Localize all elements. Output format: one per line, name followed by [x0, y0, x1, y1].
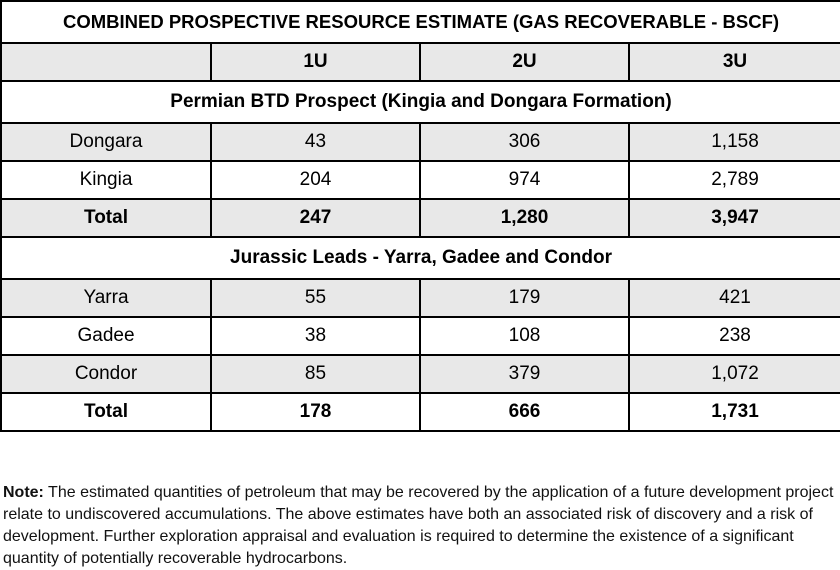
total-3u: 1,731: [627, 392, 840, 432]
cell-3u: 2,789: [627, 160, 840, 200]
table-row: Gadee 38 108 238: [0, 316, 840, 356]
cell-1u: 38: [210, 316, 421, 356]
cell-2u: 379: [419, 354, 630, 394]
total-2u: 1,280: [419, 198, 630, 238]
cell-2u: 306: [419, 122, 630, 162]
total-3u: 3,947: [627, 198, 840, 238]
total-1u: 247: [210, 198, 421, 238]
header-cell-2u: 2U: [419, 42, 630, 82]
table-row: Kingia 204 974 2,789: [0, 160, 840, 200]
total-label: Total: [0, 198, 212, 238]
row-label: Gadee: [0, 316, 212, 356]
cell-3u: 238: [627, 316, 840, 356]
table-row: Yarra 55 179 421: [0, 278, 840, 318]
total-1u: 178: [210, 392, 421, 432]
cell-1u: 204: [210, 160, 421, 200]
header-cell-3u: 3U: [627, 42, 840, 82]
section-header-row: Jurassic Leads - Yarra, Gadee and Condor: [0, 236, 840, 280]
total-row: Total 247 1,280 3,947: [0, 198, 840, 238]
row-label: Condor: [0, 354, 212, 394]
cell-1u: 43: [210, 122, 421, 162]
header-cell-empty: [0, 42, 212, 82]
resource-estimate-table: COMBINED PROSPECTIVE RESOURCE ESTIMATE (…: [0, 0, 840, 432]
cell-3u: 1,072: [627, 354, 840, 394]
note-paragraph: Note: The estimated quantities of petrol…: [3, 482, 835, 570]
table-row: Dongara 43 306 1,158: [0, 122, 840, 162]
table-title: COMBINED PROSPECTIVE RESOURCE ESTIMATE (…: [0, 0, 840, 44]
cell-2u: 974: [419, 160, 630, 200]
header-cell-1u: 1U: [210, 42, 421, 82]
table-title-row: COMBINED PROSPECTIVE RESOURCE ESTIMATE (…: [0, 0, 840, 44]
total-row: Total 178 666 1,731: [0, 392, 840, 432]
row-label: Dongara: [0, 122, 212, 162]
total-2u: 666: [419, 392, 630, 432]
cell-3u: 1,158: [627, 122, 840, 162]
section-title: Jurassic Leads - Yarra, Gadee and Condor: [0, 236, 840, 280]
row-label: Yarra: [0, 278, 212, 318]
total-label: Total: [0, 392, 212, 432]
section-header-row: Permian BTD Prospect (Kingia and Dongara…: [0, 80, 840, 124]
cell-2u: 108: [419, 316, 630, 356]
cell-2u: 179: [419, 278, 630, 318]
table-header-row: 1U 2U 3U: [0, 42, 840, 82]
cell-1u: 55: [210, 278, 421, 318]
note-text: The estimated quantities of petroleum th…: [3, 484, 834, 567]
table-row: Condor 85 379 1,072: [0, 354, 840, 394]
note-label: Note:: [3, 484, 44, 501]
row-label: Kingia: [0, 160, 212, 200]
cell-3u: 421: [627, 278, 840, 318]
section-title: Permian BTD Prospect (Kingia and Dongara…: [0, 80, 840, 124]
cell-1u: 85: [210, 354, 421, 394]
